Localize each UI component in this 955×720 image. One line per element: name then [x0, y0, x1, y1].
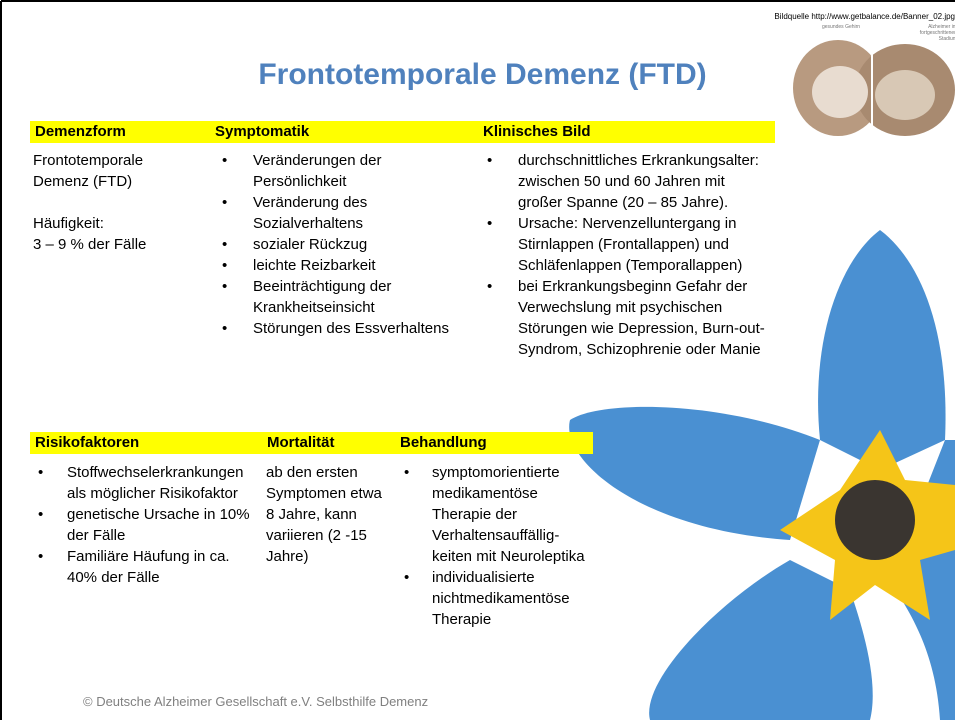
- text: leichte Reizbarkeit: [253, 257, 376, 274]
- footer: © Deutsche Alzheimer Gesellschaft e.V. S…: [83, 694, 429, 709]
- image-source: Bildquelle http://www.getbalance.de/Bann…: [774, 12, 955, 21]
- bullet-item: • genetische Ursache in 10% der Fälle: [38, 504, 257, 546]
- bullet-item: • Ursache: Nervenzelluntergang in Stirnla…: [487, 213, 768, 276]
- text: Beeinträchtigung der Krankheitseinsicht: [253, 278, 392, 316]
- text: Störungen des Essverhaltens: [253, 320, 449, 337]
- bullet-item: • Familiäre Häufung in ca. 40% der Fälle: [38, 546, 257, 588]
- bullet-item: • Beeinträchtigung der Krankheitseinsicht: [222, 276, 468, 318]
- text: Stoffwechselerkrankungen als möglicher R…: [67, 464, 244, 502]
- text: ab den ersten Symptomen etwa 8 Jahre, ka…: [266, 464, 382, 565]
- table-header: Klinisches Bild: [478, 121, 775, 143]
- text: sozialer Rückzug: [253, 236, 368, 253]
- bullet: •: [404, 464, 410, 481]
- text: Frontotemporale Demenz (FTD): [33, 152, 144, 190]
- bullet: •: [38, 506, 44, 523]
- paragraph: Frontotemporale Demenz (FTD): [33, 150, 178, 192]
- text: symptomorientierte medikamentöse Therapi…: [432, 464, 585, 565]
- paragraph: Häufigkeit:: [33, 213, 178, 234]
- bullet-item: • Veränderungen der Persönlichkeit: [222, 150, 468, 192]
- bullet-item: • Störungen des Essverhaltens: [222, 318, 468, 339]
- table-header: Behandlung: [395, 432, 593, 454]
- table-cell: • symptomorientierte medikamentöse Therap…: [404, 462, 590, 630]
- bullet-item: • leichte Reizbarkeit: [222, 255, 468, 276]
- text: bei Erkrankungsbeginn Gefahr der Verwech…: [518, 278, 765, 358]
- table-header: Mortalität: [262, 432, 395, 454]
- image-label: gesundes Gehirn: [822, 24, 861, 30]
- bullet-item: • bei Erkrankungsbeginn Gefahr der Verwec…: [487, 276, 768, 360]
- bullet-item: • durchschnittliches Erkrankungsalter: zw…: [487, 150, 768, 213]
- bullet: •: [222, 152, 228, 169]
- paragraph: ab den ersten Symptomen etwa 8 Jahre, ka…: [266, 462, 388, 567]
- table-header: Demenzform: [30, 121, 210, 143]
- title: Frontotemporale Demenz (FTD): [258, 58, 707, 91]
- bullet: •: [222, 194, 228, 211]
- paragraph: 3 – 9 % der Fälle: [33, 234, 178, 255]
- bullet: •: [404, 569, 410, 586]
- text: Veränderungen der Persönlichkeit: [253, 152, 382, 190]
- table-cell: • durchschnittliches Erkrankungsalter: zw…: [487, 150, 768, 360]
- bullet-item: • sozialer Rückzug: [222, 234, 468, 255]
- bullet-item: • individualisierte nichtmedikamentöse Th…: [404, 567, 590, 630]
- text: individualisierte nichtmedikamentöse The…: [432, 569, 570, 628]
- bullet: •: [38, 548, 44, 565]
- bullet: •: [487, 215, 493, 232]
- image-label: Alzheimer im fortgeschrittenen Stadium: [919, 24, 955, 42]
- text: 3 – 9 % der Fälle: [33, 236, 147, 253]
- text: durchschnittliches Erkrankungsalter: zwi…: [518, 152, 759, 211]
- bullet: •: [222, 320, 228, 337]
- table-header: Risikofaktoren: [30, 432, 262, 454]
- table-cell: Frontotemporale Demenz (FTD) Häufigkeit: 3…: [33, 150, 178, 255]
- bullet: •: [222, 278, 228, 295]
- text: Ursache: Nervenzelluntergang in Stirnlap…: [518, 215, 743, 274]
- brain-image: [793, 40, 955, 140]
- bullet: •: [487, 152, 493, 169]
- text: Veränderung des Sozialverhaltens: [253, 194, 368, 232]
- table-header: Symptomatik: [210, 121, 478, 143]
- bullet-item: • Veränderung des Sozialverhaltens: [222, 192, 468, 234]
- table-cell: ab den ersten Symptomen etwa 8 Jahre, ka…: [266, 462, 388, 567]
- flower: [569, 230, 955, 720]
- bullet: •: [38, 464, 44, 481]
- bullet: •: [222, 236, 228, 253]
- table-cell: • Veränderungen der Persönlichkeit • Veränd…: [222, 150, 468, 339]
- text: Häufigkeit:: [33, 215, 104, 232]
- bullet: •: [222, 257, 228, 274]
- text: Familiäre Häufung in ca. 40% der Fälle: [67, 548, 230, 586]
- bullet-item: • symptomorientierte medikamentöse Therap…: [404, 462, 590, 567]
- bullet: •: [487, 278, 493, 295]
- text: genetische Ursache in 10% der Fälle: [67, 506, 250, 544]
- bullet-item: • Stoffwechselerkrankungen als möglicher …: [38, 462, 257, 504]
- table-cell: • Stoffwechselerkrankungen als möglicher …: [38, 462, 257, 588]
